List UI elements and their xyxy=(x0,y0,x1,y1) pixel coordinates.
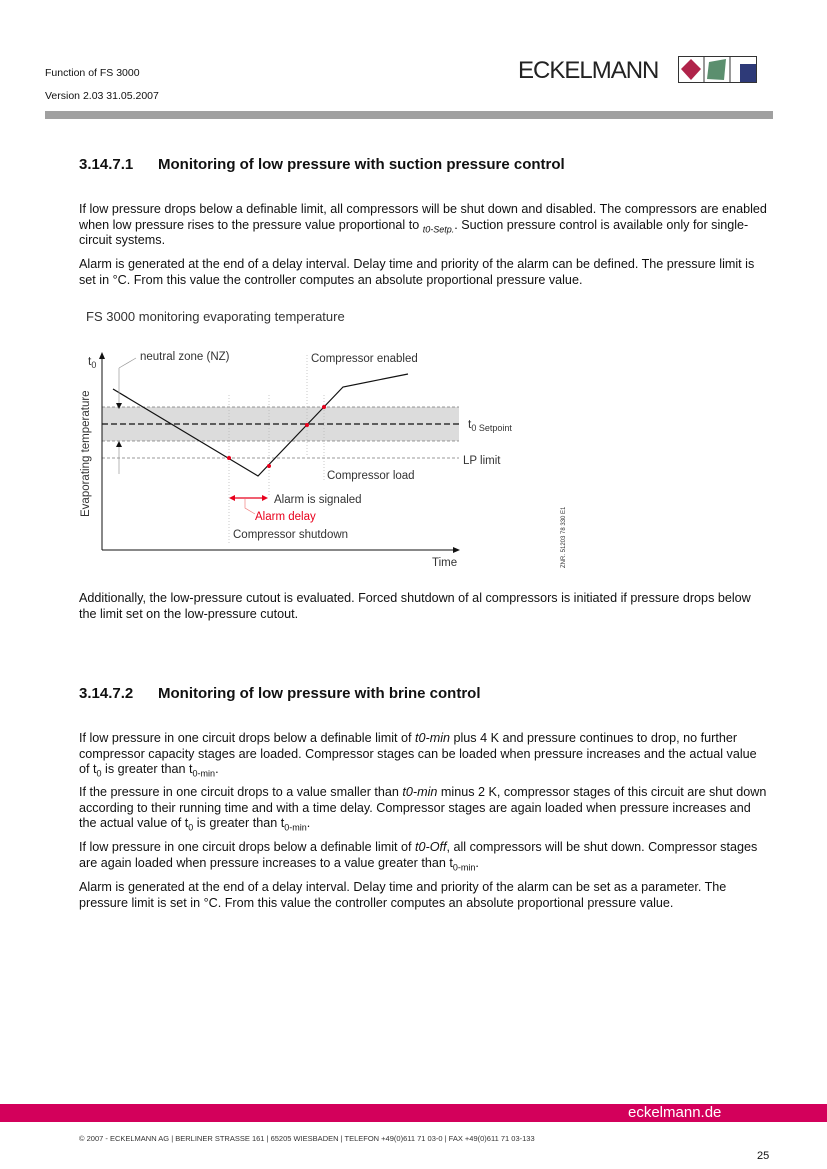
header-bar xyxy=(45,111,773,119)
reference-number: ZNR. 51203 78 330 E1 xyxy=(561,506,567,568)
svg-text:t0: t0 xyxy=(88,354,96,370)
paragraph: Additionally, the low-pressure cutout is… xyxy=(79,591,751,621)
compressor-load-label: Compressor load xyxy=(327,470,415,482)
y-axis-label: Evaporating temperature xyxy=(80,390,92,517)
doc-title: Function of FS 3000 xyxy=(45,67,140,79)
paragraph: If low pressure in one circuit drops bel… xyxy=(79,840,758,873)
compressor-enabled-label: Compressor enabled xyxy=(311,353,418,365)
compressor-shutdown-label: Compressor shutdown xyxy=(233,529,348,541)
paragraph: If low pressure drops below a definable … xyxy=(79,202,767,247)
paragraph: Alarm is generated at the end of a delay… xyxy=(79,257,755,287)
temperature-curve xyxy=(112,373,409,477)
footer-website[interactable]: eckelmann.de xyxy=(628,1104,722,1121)
paragraph: If low pressure in one circuit drops bel… xyxy=(79,731,757,779)
footer-bar xyxy=(0,1104,827,1122)
neutral-zone-band xyxy=(102,407,459,441)
alarm-signaled-label: Alarm is signaled xyxy=(274,494,362,506)
alarm-delay-label: Alarm delay xyxy=(255,511,316,523)
neutral-zone-label: neutral zone (NZ) xyxy=(140,351,230,363)
diagram: FS 3000 monitoring evaporating temperatu… xyxy=(80,309,567,569)
section-heading-1: 3.14.7.1 Monitoring of low pressure with … xyxy=(79,156,565,173)
footer-address: © 2007 - ECKELMANN AG | BERLINER STRASSE… xyxy=(79,1134,535,1143)
paragraph: Alarm is generated at the end of a delay… xyxy=(79,880,727,910)
lp-limit-label: LP limit xyxy=(463,455,501,467)
page-number: 25 xyxy=(757,1150,770,1162)
logo-icon xyxy=(678,56,757,83)
svg-text:t0 Setpoint: t0 Setpoint xyxy=(468,417,512,433)
x-axis-label: Time xyxy=(432,557,457,569)
paragraph: If the pressure in one circuit drops to … xyxy=(79,785,767,833)
doc-version: Version 2.03 31.05.2007 xyxy=(45,90,159,102)
logo-text: ECKELMANN xyxy=(518,57,659,84)
diagram-title: FS 3000 monitoring evaporating temperatu… xyxy=(86,309,345,324)
section-heading-2: 3.14.7.2 Monitoring of low pressure with … xyxy=(79,685,481,702)
